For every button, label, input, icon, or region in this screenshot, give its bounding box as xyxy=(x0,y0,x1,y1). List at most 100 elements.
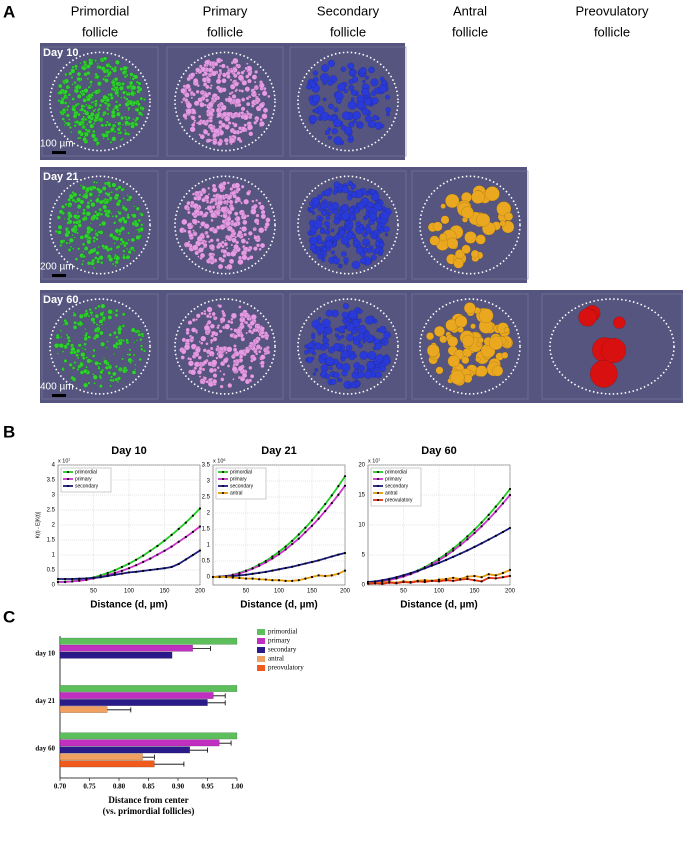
data-point xyxy=(343,484,347,487)
follicle-dot xyxy=(191,218,198,225)
data-point xyxy=(337,553,340,556)
follicle-dot xyxy=(117,338,121,342)
y-tick-label: 3 xyxy=(207,479,211,485)
follicle-dot xyxy=(240,238,247,244)
follicle-dot xyxy=(116,94,120,98)
follicle-dot xyxy=(188,357,193,361)
follicle-dot xyxy=(251,104,255,108)
follicle-dot xyxy=(440,203,446,209)
follicle-dot xyxy=(386,112,391,117)
follicle-dot xyxy=(241,79,248,86)
follicle-dot xyxy=(333,181,340,188)
follicle-dot xyxy=(304,349,309,355)
follicle-dot xyxy=(123,244,127,248)
follicle-dot xyxy=(258,227,265,234)
follicle-dot xyxy=(126,247,129,250)
follicle-dot xyxy=(220,240,225,245)
data-point xyxy=(304,562,307,565)
follicle-dot xyxy=(66,104,70,108)
follicle-dot xyxy=(187,210,191,215)
axis-multiplier: x 10⁷ xyxy=(368,457,380,464)
follicle-dot xyxy=(239,226,242,230)
follicle-dot xyxy=(78,193,82,197)
follicle-dot xyxy=(102,94,108,100)
legend-label: primordial xyxy=(230,469,252,475)
data-point xyxy=(501,571,504,575)
follicle-dot xyxy=(71,97,75,101)
follicle-dot xyxy=(140,212,144,217)
follicle-dot xyxy=(190,369,197,376)
follicle-dot xyxy=(321,209,328,216)
follicle-dot xyxy=(194,193,198,197)
follicle-dot xyxy=(121,240,125,244)
follicle-dot xyxy=(313,76,319,83)
follicle-dot xyxy=(426,332,435,341)
follicle-dot xyxy=(348,79,354,85)
follicle-dot xyxy=(212,132,218,138)
follicle-dot xyxy=(461,356,470,365)
follicle-dot xyxy=(130,327,136,333)
follicle-dot xyxy=(68,241,71,245)
follicle-dot xyxy=(372,114,379,121)
follicle-dot xyxy=(86,226,92,232)
follicle-dot xyxy=(343,257,349,263)
follicle-dot xyxy=(314,367,319,372)
column-heading: Primary xyxy=(203,3,248,18)
follicle-dot xyxy=(370,189,376,195)
follicle-dot xyxy=(84,132,89,137)
follicle-dot xyxy=(245,241,249,245)
follicle-dot xyxy=(76,214,81,219)
x-axis-label: Distance (d, µm) xyxy=(240,600,317,611)
x-tick-label: 100 xyxy=(434,589,445,595)
data-point xyxy=(416,569,419,572)
follicle-dot xyxy=(85,103,88,106)
follicle-dot xyxy=(439,233,448,242)
data-point xyxy=(142,554,145,557)
data-point xyxy=(374,580,377,583)
follicle-dot xyxy=(122,255,127,260)
follicle-dot xyxy=(91,258,96,263)
column-heading: follicle xyxy=(207,24,243,39)
follicle-dot xyxy=(181,218,188,226)
follicle-dot xyxy=(122,339,125,342)
data-point xyxy=(304,526,307,529)
follicle-dot xyxy=(100,261,104,265)
follicle-dot xyxy=(105,120,109,124)
follicle-dot xyxy=(234,182,241,189)
follicle-dot xyxy=(97,111,101,115)
follicle-dot xyxy=(336,98,342,104)
follicle-dot xyxy=(143,98,146,101)
follicle-dot xyxy=(63,120,66,123)
follicle-dot xyxy=(94,314,99,319)
data-point xyxy=(271,557,274,560)
scale-bar xyxy=(52,394,66,397)
follicle-dot xyxy=(86,211,91,217)
panel-label: B xyxy=(3,422,15,441)
follicle-dot xyxy=(92,348,96,353)
follicle-dot xyxy=(134,330,138,334)
follicle-dot xyxy=(380,124,385,128)
follicle-dot xyxy=(240,106,246,112)
follicle-dot xyxy=(137,102,141,107)
follicle-dot xyxy=(496,201,512,217)
follicle-dot xyxy=(492,365,504,377)
follicle-dot xyxy=(228,199,234,205)
follicle-dot xyxy=(196,121,199,125)
follicle-dot xyxy=(114,313,119,318)
follicle-dot xyxy=(89,84,93,87)
follicle-dot xyxy=(131,213,137,219)
follicle-dot xyxy=(66,96,69,99)
follicle-dot xyxy=(499,220,506,227)
follicle-dot xyxy=(125,97,129,101)
follicle-dot xyxy=(352,217,357,221)
data-point xyxy=(310,524,314,527)
follicle-dot xyxy=(457,326,464,333)
follicle-dot xyxy=(246,124,254,131)
follicle-dot xyxy=(207,330,211,334)
follicle-dot xyxy=(117,330,122,335)
follicle-dot xyxy=(218,68,223,73)
follicle-dot xyxy=(73,236,76,239)
category-label: day 60 xyxy=(35,744,55,752)
follicle-dot xyxy=(99,384,103,388)
data-point xyxy=(466,577,469,581)
